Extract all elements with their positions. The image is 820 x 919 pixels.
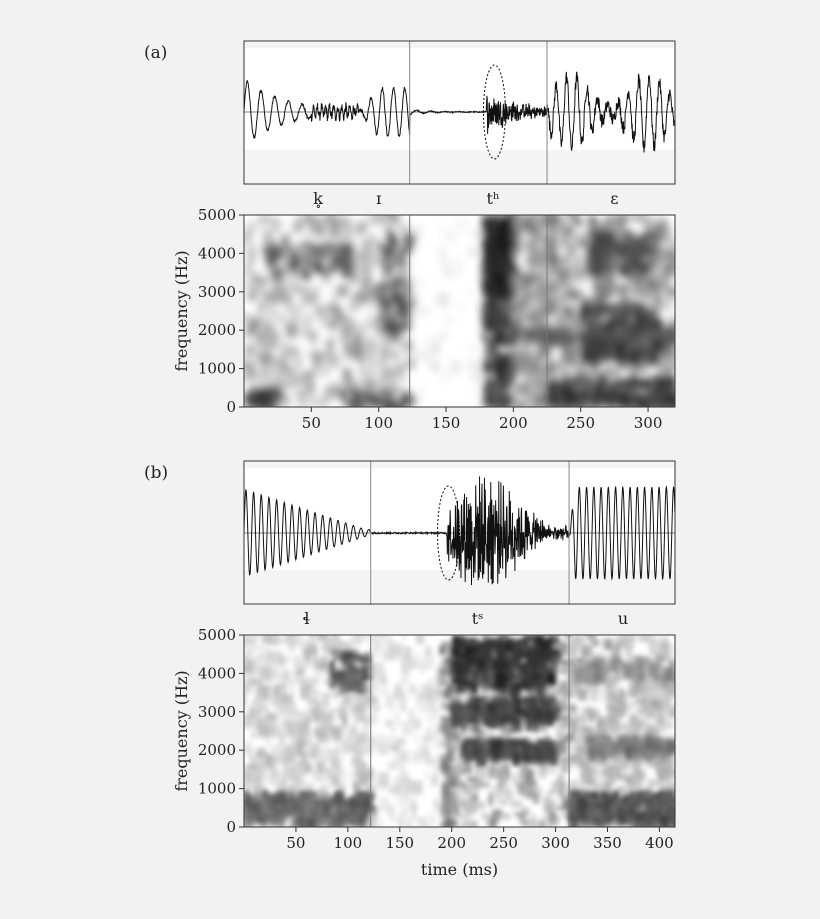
x-tick-label: 350 [593, 834, 622, 852]
y-tick-label: 4000 [198, 664, 236, 682]
y-tick-label: 4000 [198, 244, 236, 262]
y-tick-label: 2000 [198, 321, 236, 339]
panel-b: (b) ɬ tˢ u 50 100 150 200 250 300 350 40001000200… [144, 460, 676, 879]
x-tick-label: 400 [645, 834, 674, 852]
y-axis-label: frequency (Hz) [172, 670, 191, 791]
x-tick-label: 250 [566, 414, 595, 432]
panel-a-waveform [243, 40, 676, 185]
y-tick-label: 0 [226, 398, 236, 416]
burst-ellipse [437, 485, 461, 581]
x-tick-label: 100 [334, 834, 363, 852]
panel-b-segment-labels: ɬ tˢ u [303, 609, 629, 628]
y-tick-label: 1000 [198, 360, 236, 378]
panel-a-label: (a) [144, 43, 167, 63]
panel-a-axes: 50 100 150 200 250 300010002000300040005000fr… [172, 206, 662, 432]
waveform-trace [244, 71, 675, 153]
x-tick-label: 200 [437, 834, 466, 852]
panel-a-spectrogram [243, 214, 676, 408]
panel-b-label: (b) [144, 463, 168, 483]
segment-label: ɛ [610, 189, 618, 208]
waveform-trace [244, 476, 675, 586]
y-tick-label: 2000 [198, 741, 236, 759]
y-tick-label: 1000 [198, 780, 236, 798]
y-tick-label: 3000 [198, 703, 236, 721]
segment-label: ɬ [303, 609, 310, 628]
panel-b-axes: 50 100 150 200 250 300 350 40001000200030004000… [172, 626, 674, 879]
x-tick-label: 100 [364, 414, 393, 432]
burst-ellipse [482, 64, 506, 160]
segment-label: ɪ [376, 189, 381, 208]
y-tick-label: 5000 [198, 626, 236, 644]
x-tick-label: 200 [499, 414, 528, 432]
y-axis-label: frequency (Hz) [172, 250, 191, 371]
x-tick-label: 150 [432, 414, 461, 432]
x-tick-label: 50 [302, 414, 321, 432]
x-tick-label: 250 [489, 834, 518, 852]
x-axis-label: time (ms) [421, 860, 498, 879]
x-tick-label: 300 [541, 834, 570, 852]
panel-a-segment-labels: k̥ ɪ tʰ ɛ [313, 189, 618, 209]
panel-b-spectrogram [243, 634, 676, 828]
panel-b-waveform [243, 460, 676, 605]
y-tick-label: 0 [226, 818, 236, 836]
y-tick-label: 3000 [198, 283, 236, 301]
segment-label: tˢ [472, 609, 484, 628]
segment-label: k̥ [313, 189, 323, 209]
x-tick-label: 300 [634, 414, 663, 432]
y-tick-label: 5000 [198, 206, 236, 224]
panel-a: (a) k̥ ɪ tʰ ɛ 50 100 150 200 250 300010002000300… [144, 40, 676, 432]
segment-label: tʰ [486, 189, 499, 208]
x-tick-label: 50 [286, 834, 305, 852]
x-tick-label: 150 [385, 834, 414, 852]
segment-label: u [618, 609, 628, 628]
